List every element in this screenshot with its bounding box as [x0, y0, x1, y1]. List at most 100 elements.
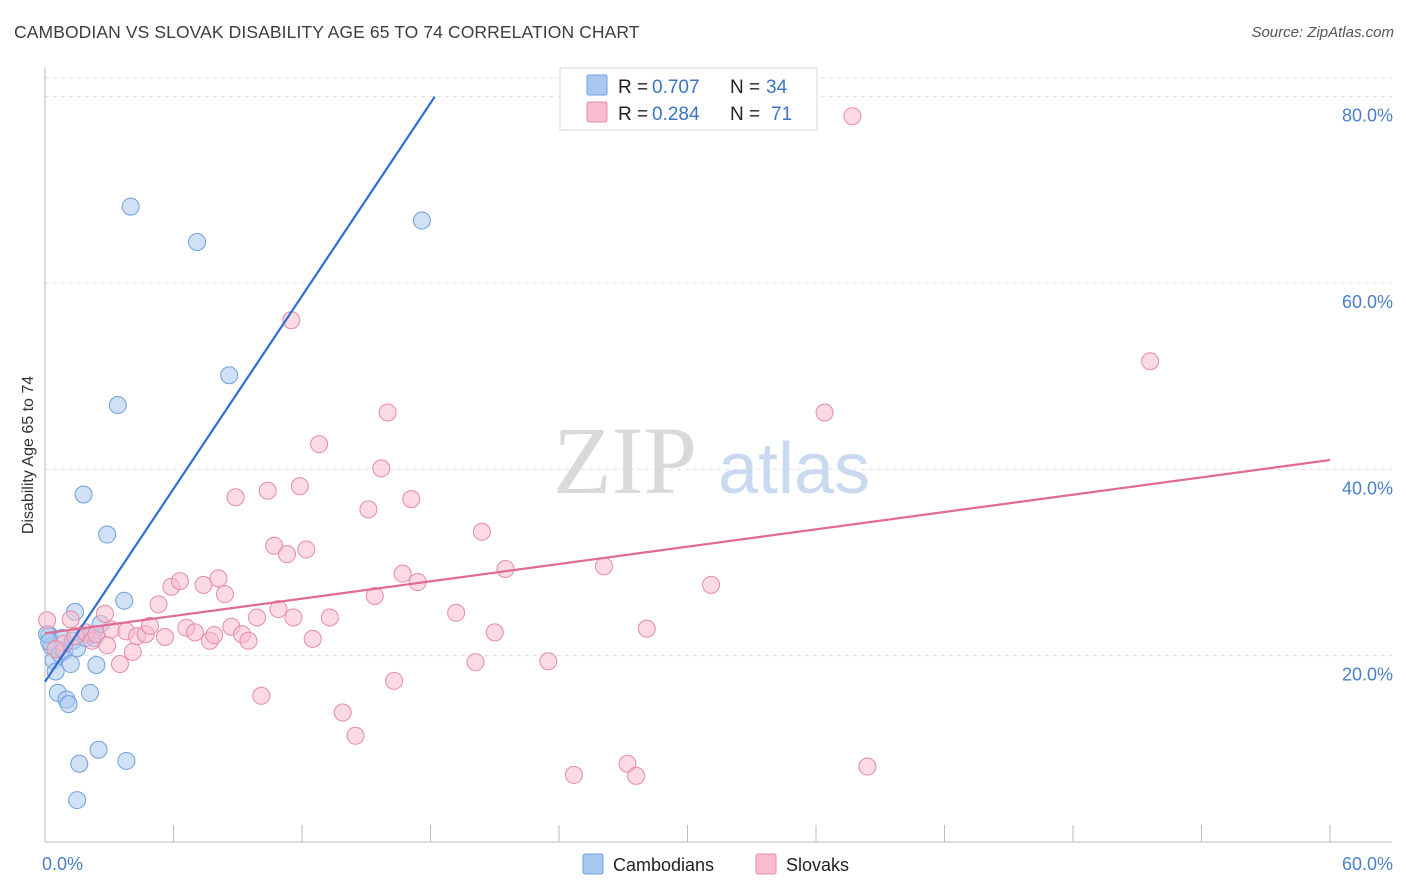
y-axis-label: Disability Age 65 to 74: [20, 376, 37, 534]
slovaks-point-68: [46, 640, 65, 659]
slovaks-point-62: [702, 575, 721, 594]
slovaks-point-49: [402, 490, 421, 509]
cambodians-point-10: [61, 655, 80, 674]
slovaks-point-40: [320, 608, 339, 627]
legend-r-label-slovaks: R =: [618, 104, 648, 125]
watermark: ZIP atlas: [553, 407, 870, 514]
watermark-zip: ZIP: [553, 407, 697, 514]
slovaks-point-41: [333, 703, 352, 722]
slovaks-point-52: [466, 653, 485, 672]
slovaks-point-31: [258, 481, 277, 500]
slovaks-point-53: [472, 522, 491, 541]
slovaks-point-63: [815, 403, 834, 422]
cambodians-point-31: [412, 211, 431, 230]
legend-label-slovaks: Slovaks: [786, 855, 849, 875]
cambodians-point-22: [89, 740, 108, 759]
legend-n-value-cambodians: 34: [766, 77, 788, 98]
cambodians-point-9: [59, 695, 78, 714]
x-tick-label-1: 60.0%: [1342, 854, 1393, 874]
slovaks-point-39: [310, 435, 329, 454]
slovaks-point-30: [252, 686, 271, 705]
slovaks-point-34: [278, 545, 297, 564]
x-tick-label-0: 0.0%: [42, 854, 83, 874]
x-tick-labels: 0.0% 60.0%: [42, 854, 1393, 874]
y-tick-label-1: 40.0%: [1342, 478, 1393, 498]
y-tick-label-3: 80.0%: [1342, 106, 1393, 126]
slovaks-trend-line: [44, 458, 1331, 635]
cambodians-point-15: [68, 791, 87, 810]
slovaks-point-43: [359, 500, 378, 519]
slovaks-point-38: [303, 629, 322, 648]
legend-label-cambodians: Cambodians: [613, 855, 714, 875]
slovaks-point-47: [385, 671, 404, 690]
watermark-atlas: atlas: [718, 429, 870, 509]
slovaks-point-45: [372, 459, 391, 478]
axes: [44, 68, 1392, 843]
cambodians-point-25: [108, 396, 127, 415]
cambodians-point-21: [87, 655, 106, 674]
trend-lines: [44, 96, 1331, 683]
correlation-legend: R = 0.707 N = 34 R = 0.284 N = 71: [559, 67, 818, 131]
slovaks-point-44: [365, 587, 384, 606]
slovaks-point-66: [1141, 352, 1160, 371]
cambodians-point-3: [46, 662, 65, 681]
cambodians-point-16: [74, 485, 93, 504]
y-tick-label-0: 20.0%: [1342, 665, 1393, 685]
slovaks-point-23: [209, 569, 228, 588]
slovaks-point-69: [61, 610, 80, 629]
slovaks-point-17: [170, 572, 189, 591]
legend-swatch-slovaks: [586, 101, 608, 123]
slovaks-point-26: [226, 488, 245, 507]
slovaks-point-32: [265, 536, 284, 555]
slovaks-point-22: [205, 626, 224, 645]
cambodians-point-24: [98, 525, 117, 544]
legend-swatch-slovaks-bottom: [755, 853, 777, 875]
slovaks-point-20: [194, 575, 213, 594]
slovaks-point-48: [393, 564, 412, 583]
legend-swatch-cambodians: [586, 74, 608, 96]
legend-n-label-cambodians: N =: [730, 77, 760, 98]
legend-swatch-cambodians-bottom: [582, 853, 604, 875]
slovaks-point-35: [284, 608, 303, 627]
cambodians-point-26: [115, 591, 134, 610]
legend-r-value-cambodians: 0.707: [652, 77, 700, 98]
grid-lines: [45, 77, 1392, 657]
cambodians-trend-line: [44, 96, 436, 683]
legend-n-value-slovaks: 71: [771, 104, 792, 125]
slovaks-point-57: [564, 765, 583, 784]
slovaks-point-46: [378, 403, 397, 422]
legend-r-value-slovaks: 0.284: [652, 104, 700, 125]
slovaks-point-29: [248, 608, 267, 627]
cambodians-point-14: [70, 754, 89, 773]
slovaks-point-54: [485, 623, 504, 642]
slovaks-point-6: [95, 604, 114, 623]
cambodians-point-30: [220, 366, 239, 385]
slovaks-point-42: [346, 726, 365, 745]
slovaks-point-28: [239, 631, 258, 650]
slovaks-point-15: [155, 628, 174, 647]
slovaks-point-64: [843, 107, 862, 126]
slovaks-point-58: [594, 557, 613, 576]
slovaks-point-24: [215, 585, 234, 604]
legend-r-label-cambodians: R =: [618, 77, 648, 98]
data-points: [38, 107, 1160, 810]
slovaks-point-13: [140, 616, 159, 635]
y-tick-labels: 20.0% 40.0% 60.0% 80.0%: [1342, 106, 1393, 685]
series-legend: Cambodians Slovaks: [582, 853, 849, 875]
slovaks-point-56: [539, 652, 558, 671]
cambodians-point-27: [117, 751, 136, 770]
chart-title: CAMBODIAN VS SLOVAK DISABILITY AGE 65 TO…: [14, 22, 640, 42]
slovaks-point-36: [290, 477, 309, 496]
slovaks-point-55: [496, 560, 515, 579]
slovaks-point-14: [149, 595, 168, 614]
slovaks-point-10: [123, 642, 142, 661]
cambodians-point-18: [80, 683, 99, 702]
slovaks-point-51: [447, 603, 466, 622]
slovaks-point-60: [627, 766, 646, 785]
cambodians-point-28: [121, 197, 140, 216]
slovaks-point-0: [38, 611, 57, 630]
y-tick-label-2: 60.0%: [1342, 292, 1393, 312]
slovaks-point-65: [858, 757, 877, 776]
slovaks-point-70: [98, 636, 117, 655]
